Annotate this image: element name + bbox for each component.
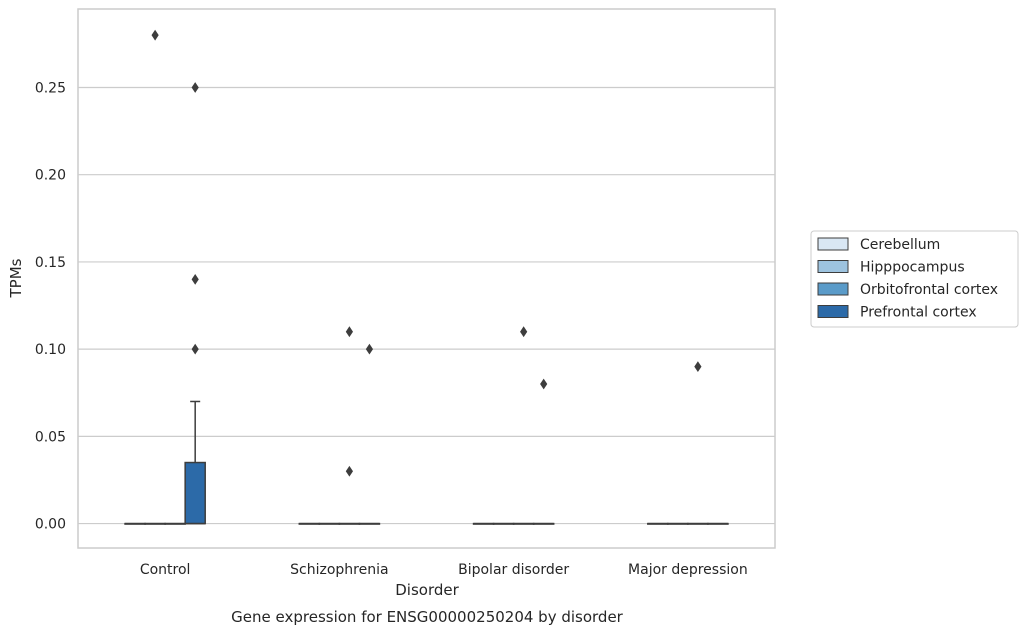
box-prefrontal-cortex: [184, 400, 206, 525]
box-plots: [124, 400, 729, 525]
legend-label: Hipppocampus: [860, 260, 965, 276]
y-tick-label: 0.00: [35, 517, 66, 533]
outlier-point: [191, 343, 199, 355]
y-axis-label: TPMs: [7, 258, 25, 298]
legend-label: Prefrontal cortex: [860, 305, 977, 321]
legend-swatch: [817, 305, 849, 318]
x-tick-label: Bipolar disorder: [458, 562, 569, 578]
legend-swatch: [817, 282, 849, 296]
box-body: [184, 461, 206, 525]
box-orbitofrontal-cortex: [164, 522, 186, 525]
box-prefrontal-cortex: [358, 522, 381, 525]
outlier-point: [694, 361, 702, 372]
legend-swatch: [817, 237, 849, 251]
box-prefrontal-cortex: [532, 522, 555, 525]
box-cerebellum: [298, 522, 321, 525]
outlier-points: [151, 29, 702, 477]
y-tick-label: 0.05: [35, 429, 66, 445]
box-hipppocampus: [492, 522, 515, 525]
y-tick-labels: 0.00 0.05 0.10 0.15 0.20 0.25: [35, 80, 66, 532]
outlier-point: [540, 378, 548, 390]
y-tick-label: 0.15: [35, 255, 66, 271]
plot-frame: [77, 8, 776, 549]
box-hipppocampus: [318, 522, 341, 525]
x-tick-label: Control: [140, 562, 191, 578]
x-tick-label: Schizophrenia: [290, 562, 388, 578]
chart-title: Gene expression for ENSG00000250204 by d…: [231, 608, 624, 626]
legend-swatch: [817, 260, 849, 273]
legend: Cerebellum Hipppocampus Orbitofrontal cort…: [810, 230, 1019, 328]
y-tick-label: 0.25: [35, 80, 66, 96]
outlier-point: [191, 82, 199, 93]
legend-frame: [810, 230, 1019, 328]
box-hipppocampus: [667, 522, 689, 525]
outlier-point: [345, 326, 353, 338]
outlier-point: [345, 465, 353, 477]
grid-lines: [78, 86, 775, 525]
box-orbitofrontal-cortex: [512, 522, 535, 525]
x-tick-labels: Control Schizophrenia Bipolar disorder Majo…: [140, 562, 748, 578]
outlier-point: [191, 273, 199, 285]
box-hipppocampus: [144, 522, 166, 525]
box-orbitofrontal-cortex: [338, 522, 361, 525]
box-cerebellum: [472, 522, 495, 525]
legend-label: Orbitofrontal cortex: [860, 282, 998, 298]
legend-label: Cerebellum: [860, 237, 940, 253]
x-axis-label: Disorder: [395, 581, 459, 599]
outlier-point: [520, 326, 528, 338]
box-cerebellum: [647, 522, 669, 525]
box-cerebellum: [124, 522, 146, 525]
outlier-point: [151, 29, 159, 41]
box-prefrontal-cortex: [707, 522, 729, 525]
outlier-point: [365, 343, 374, 355]
y-tick-label: 0.10: [35, 342, 66, 358]
y-tick-label: 0.20: [35, 168, 66, 184]
box-orbitofrontal-cortex: [687, 522, 709, 525]
x-tick-label: Major depression: [628, 562, 748, 578]
